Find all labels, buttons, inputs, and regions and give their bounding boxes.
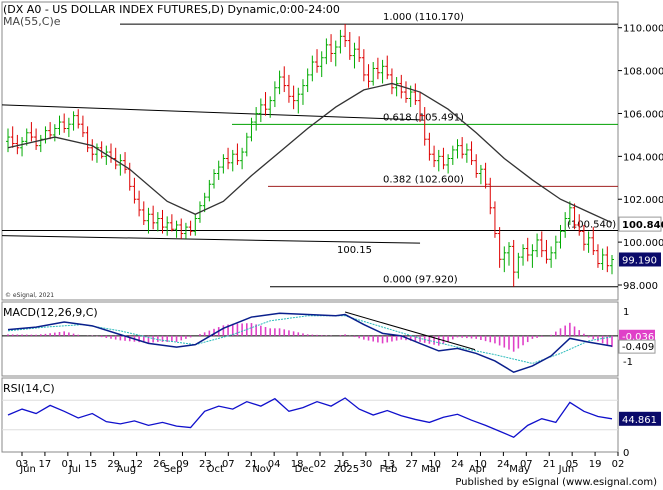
x-day-label: 24 [497, 459, 510, 470]
price-tick-label: 108.000 [623, 67, 663, 78]
panel-frames [1, 1, 619, 453]
x-day-label: 05 [566, 459, 579, 470]
x-day-label: 30 [359, 459, 372, 470]
price-annotations: 110.17100.1597.92 [337, 245, 372, 256]
macd-value-label: -0.036 [622, 332, 654, 343]
macd-tick-label: -1 [623, 357, 633, 368]
support-line-label: (100.540) [567, 220, 616, 231]
x-day-label: 07 [222, 459, 235, 470]
last-close-label: 99.190 [622, 255, 657, 266]
ma-line [7, 82, 613, 224]
x-day-label: 23 [199, 459, 212, 470]
x-day-label: 03 [16, 459, 29, 470]
price-tick-label: 104.000 [623, 152, 663, 163]
price-tick-label: 100.000 [623, 238, 663, 249]
rsi-label: RSI(14,C) [3, 382, 55, 395]
x-day-label: 10 [474, 459, 487, 470]
x-month-label: Apr [469, 464, 487, 475]
chart-title: (DX A0 - US DOLLAR INDEX FUTURES,D) Dyna… [3, 3, 340, 16]
x-month-label: Oct [207, 464, 224, 475]
price-tick-label: 98.000 [623, 281, 658, 292]
x-month-label: Jun [19, 464, 36, 475]
x-day-label: 19 [589, 459, 602, 470]
macd-line [7, 312, 613, 374]
price-annotation: 100.15 [337, 245, 372, 256]
x-month-label: Nov [252, 464, 272, 475]
copyright-text: © eSignal, 2021 [5, 292, 54, 299]
indicator-label: MA(55,C)e [3, 15, 61, 28]
rsi-panel-frame [1, 377, 619, 453]
price-axis: 110.000 108.000 106.000 104.000 102.000 100.0… [618, 24, 663, 292]
macd-signal-box [618, 339, 656, 354]
x-month-label: May [509, 464, 530, 475]
x-day-label: 21 [543, 459, 556, 470]
x-day-label: 16 [337, 459, 350, 470]
current-price-label: 100.840 [622, 220, 663, 231]
candlesticks [6, 24, 614, 287]
fib-label: 0.000 (97.920) [383, 275, 458, 286]
trendlines [1, 104, 421, 244]
price-panel-frame [1, 1, 619, 301]
price-tick-label: 106.000 [623, 109, 663, 120]
x-day-label: 10 [428, 459, 441, 470]
x-month-label: Jul [68, 464, 81, 475]
trendline [1, 235, 421, 244]
macd-trendline [344, 311, 476, 351]
rsi-panel: 50044.861 [2, 397, 661, 459]
x-day-label: 21 [245, 459, 258, 470]
macd-panel-frame [1, 301, 619, 377]
rsi-value-label: 44.861 [622, 415, 657, 426]
x-day-label: 26 [153, 459, 166, 470]
rsi-tick-label: 0 [623, 448, 629, 459]
current-price-box [618, 216, 662, 232]
x-day-label: 04 [268, 459, 281, 470]
macd-value-box [619, 329, 655, 343]
rsi-line [7, 397, 613, 438]
fib-label: 0.618 (105.491) [383, 112, 464, 123]
trendline [1, 104, 421, 121]
x-day-label: 02 [612, 459, 625, 470]
x-day-label: 01 [61, 459, 74, 470]
x-day-label: 27 [405, 459, 418, 470]
last-close-box [619, 252, 661, 267]
x-day-label: 24 [451, 459, 464, 470]
price-tick-label: 110.000 [623, 24, 663, 35]
fib-label: 0.382 (102.600) [383, 174, 464, 185]
x-month-label: Dec [295, 464, 314, 475]
publisher-text: Published by eSignal (www.esignal.com) [455, 477, 657, 488]
fib-label: 1.000 (110.170) [383, 12, 464, 23]
x-axis: 03 17 01 15 29 12 26 09 23 07 21 04 18 02 16 30 13 27 10 24… [16, 452, 625, 475]
x-day-label: 18 [291, 459, 304, 470]
macd-label: MACD(12,26,9,C) [3, 306, 98, 319]
x-month-label: Aug [117, 464, 137, 475]
macd-panel: 1 -1 -0.036-0.409 [2, 307, 656, 374]
x-day-label: 09 [176, 459, 189, 470]
x-month-label: Jun [558, 464, 575, 475]
x-day-label: 07 [520, 459, 533, 470]
x-day-label: 29 [107, 459, 120, 470]
macd-tick-label: 1 [623, 307, 629, 318]
price-tick-label: 102.000 [623, 195, 663, 206]
x-day-label: 15 [84, 459, 97, 470]
x-day-label: 12 [130, 459, 143, 470]
x-month-label: 2025 [334, 464, 359, 475]
x-month-label: Feb [380, 464, 398, 475]
moving-average [7, 82, 613, 224]
rsi-value-box [619, 411, 661, 426]
macd-signal-label: -0.409 [622, 342, 654, 353]
x-day-label: 02 [314, 459, 327, 470]
x-day-label: 17 [39, 459, 52, 470]
fibonacci-levels: 1.000 (110.170) 0.618 (105.491) 0.382 (102… [2, 12, 618, 288]
x-month-label: Sep [164, 464, 183, 475]
x-month-label: Mar [421, 464, 441, 475]
x-day-label: 13 [382, 459, 395, 470]
